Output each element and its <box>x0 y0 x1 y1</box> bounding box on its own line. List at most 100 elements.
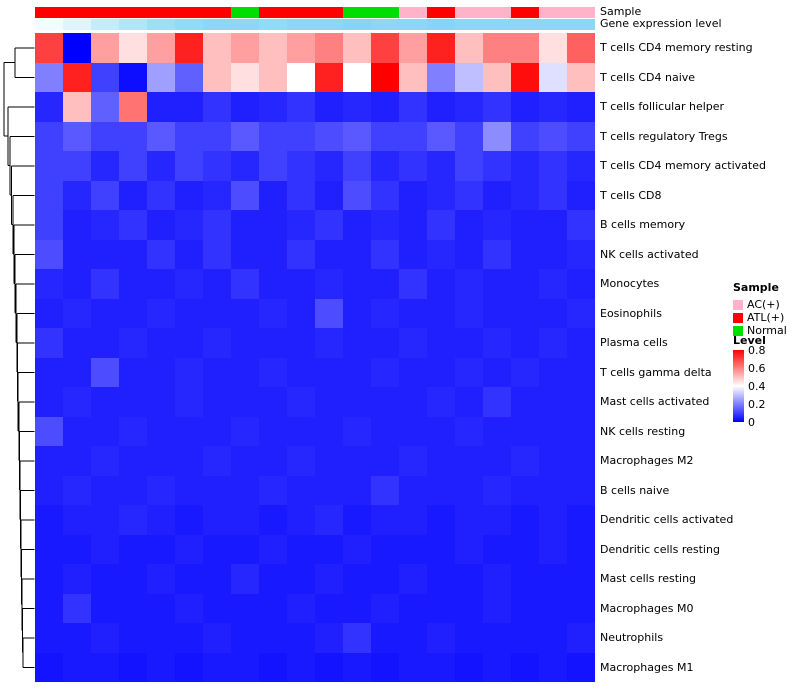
heatmap-cell <box>343 210 371 240</box>
heatmap-cell <box>315 92 343 122</box>
heatmap-cell <box>455 269 483 299</box>
heatmap-cell <box>343 505 371 535</box>
heatmap-cell <box>315 357 343 387</box>
heatmap-cell <box>427 239 455 269</box>
heatmap-cell <box>511 62 539 92</box>
heatmap-cell <box>231 652 259 682</box>
heatmap-cell <box>287 33 315 63</box>
heatmap-cell <box>287 652 315 682</box>
heatmap-cell <box>539 180 567 210</box>
heatmap-cell <box>539 210 567 240</box>
heatmap-cell <box>567 593 595 623</box>
heatmap-cell <box>259 652 287 682</box>
legend-sample-item: Normal <box>733 324 787 337</box>
heatmap-cell <box>147 387 175 417</box>
heatmap-cell <box>63 534 91 564</box>
heatmap-cell <box>371 92 399 122</box>
heatmap-cell <box>483 416 511 446</box>
heatmap-cell <box>511 269 539 299</box>
heatmap-cell <box>175 475 203 505</box>
heatmap-cell <box>119 357 147 387</box>
heatmap-cell <box>427 623 455 653</box>
heatmap-cell <box>371 387 399 417</box>
heatmap-cell <box>455 446 483 476</box>
row-label: Mast cells activated <box>600 395 710 409</box>
heatmap-cell <box>63 623 91 653</box>
heatmap-cell <box>119 33 147 63</box>
heatmap-cell <box>35 62 63 92</box>
heatmap-cell <box>231 121 259 151</box>
heatmap-cell <box>427 33 455 63</box>
legend-swatch <box>733 299 743 310</box>
heatmap-cell <box>231 298 259 328</box>
sample-annotation-cell <box>147 7 175 18</box>
heatmap-cell <box>287 92 315 122</box>
heatmap-cell <box>343 475 371 505</box>
heatmap-cell <box>399 416 427 446</box>
heatmap-cell <box>567 151 595 181</box>
heatmap-cell <box>35 652 63 682</box>
heatmap-cell <box>119 593 147 623</box>
heatmap-cell <box>455 180 483 210</box>
heatmap-cell <box>147 623 175 653</box>
heatmap-cell <box>483 298 511 328</box>
row-labels: T cells CD4 memory resting T cells CD4 na… <box>600 33 795 682</box>
heatmap-cell <box>371 151 399 181</box>
heatmap-cell <box>91 652 119 682</box>
heatmap-cell <box>63 62 91 92</box>
heatmap-cell <box>511 239 539 269</box>
sample-annotation-cell <box>63 7 91 18</box>
heatmap-cell <box>203 416 231 446</box>
heatmap-cell <box>483 593 511 623</box>
heatmap-cell <box>175 623 203 653</box>
heatmap-cell <box>343 534 371 564</box>
gene-expression-annotation-cell <box>567 19 595 30</box>
heatmap-cell <box>147 593 175 623</box>
heatmap-cell <box>63 328 91 358</box>
heatmap-cell <box>175 33 203 63</box>
heatmap-cell <box>539 593 567 623</box>
gene-expression-annotation-cell <box>91 19 119 30</box>
heatmap-cell <box>315 505 343 535</box>
heatmap-cell <box>259 357 287 387</box>
heatmap-cell <box>231 387 259 417</box>
heatmap-cell <box>371 505 399 535</box>
heatmap-cell <box>399 298 427 328</box>
heatmap-cell <box>399 269 427 299</box>
heatmap-cell <box>63 475 91 505</box>
heatmap-cell <box>343 593 371 623</box>
heatmap-cell <box>119 239 147 269</box>
heatmap-cell <box>399 239 427 269</box>
heatmap-cell <box>147 298 175 328</box>
heatmap-cell <box>399 593 427 623</box>
heatmap-cell <box>315 652 343 682</box>
heatmap-cell <box>231 623 259 653</box>
row-label: Monocytes <box>600 277 660 291</box>
heatmap-cell <box>231 593 259 623</box>
heatmap-cell <box>399 564 427 594</box>
heatmap-cell <box>483 269 511 299</box>
heatmap-cell <box>455 357 483 387</box>
heatmap-cell <box>511 387 539 417</box>
heatmap-cell <box>539 121 567 151</box>
heatmap-cell <box>147 505 175 535</box>
heatmap-cell <box>175 505 203 535</box>
heatmap-cell <box>91 446 119 476</box>
level-tick-label: 0.4 <box>748 380 766 393</box>
heatmap-cell <box>371 328 399 358</box>
gene-expression-annotation-cell <box>483 19 511 30</box>
heatmap-cell <box>203 33 231 63</box>
heatmap-cell <box>399 623 427 653</box>
heatmap-cell <box>371 564 399 594</box>
heatmap-cell <box>287 416 315 446</box>
heatmap-cell <box>203 357 231 387</box>
heatmap-cell <box>147 239 175 269</box>
heatmap-cell <box>35 446 63 476</box>
heatmap-cell <box>427 534 455 564</box>
heatmap-cell <box>175 151 203 181</box>
heatmap-cell <box>483 505 511 535</box>
row-label: NK cells activated <box>600 247 699 261</box>
heatmap-cell <box>175 239 203 269</box>
heatmap-cell <box>231 505 259 535</box>
